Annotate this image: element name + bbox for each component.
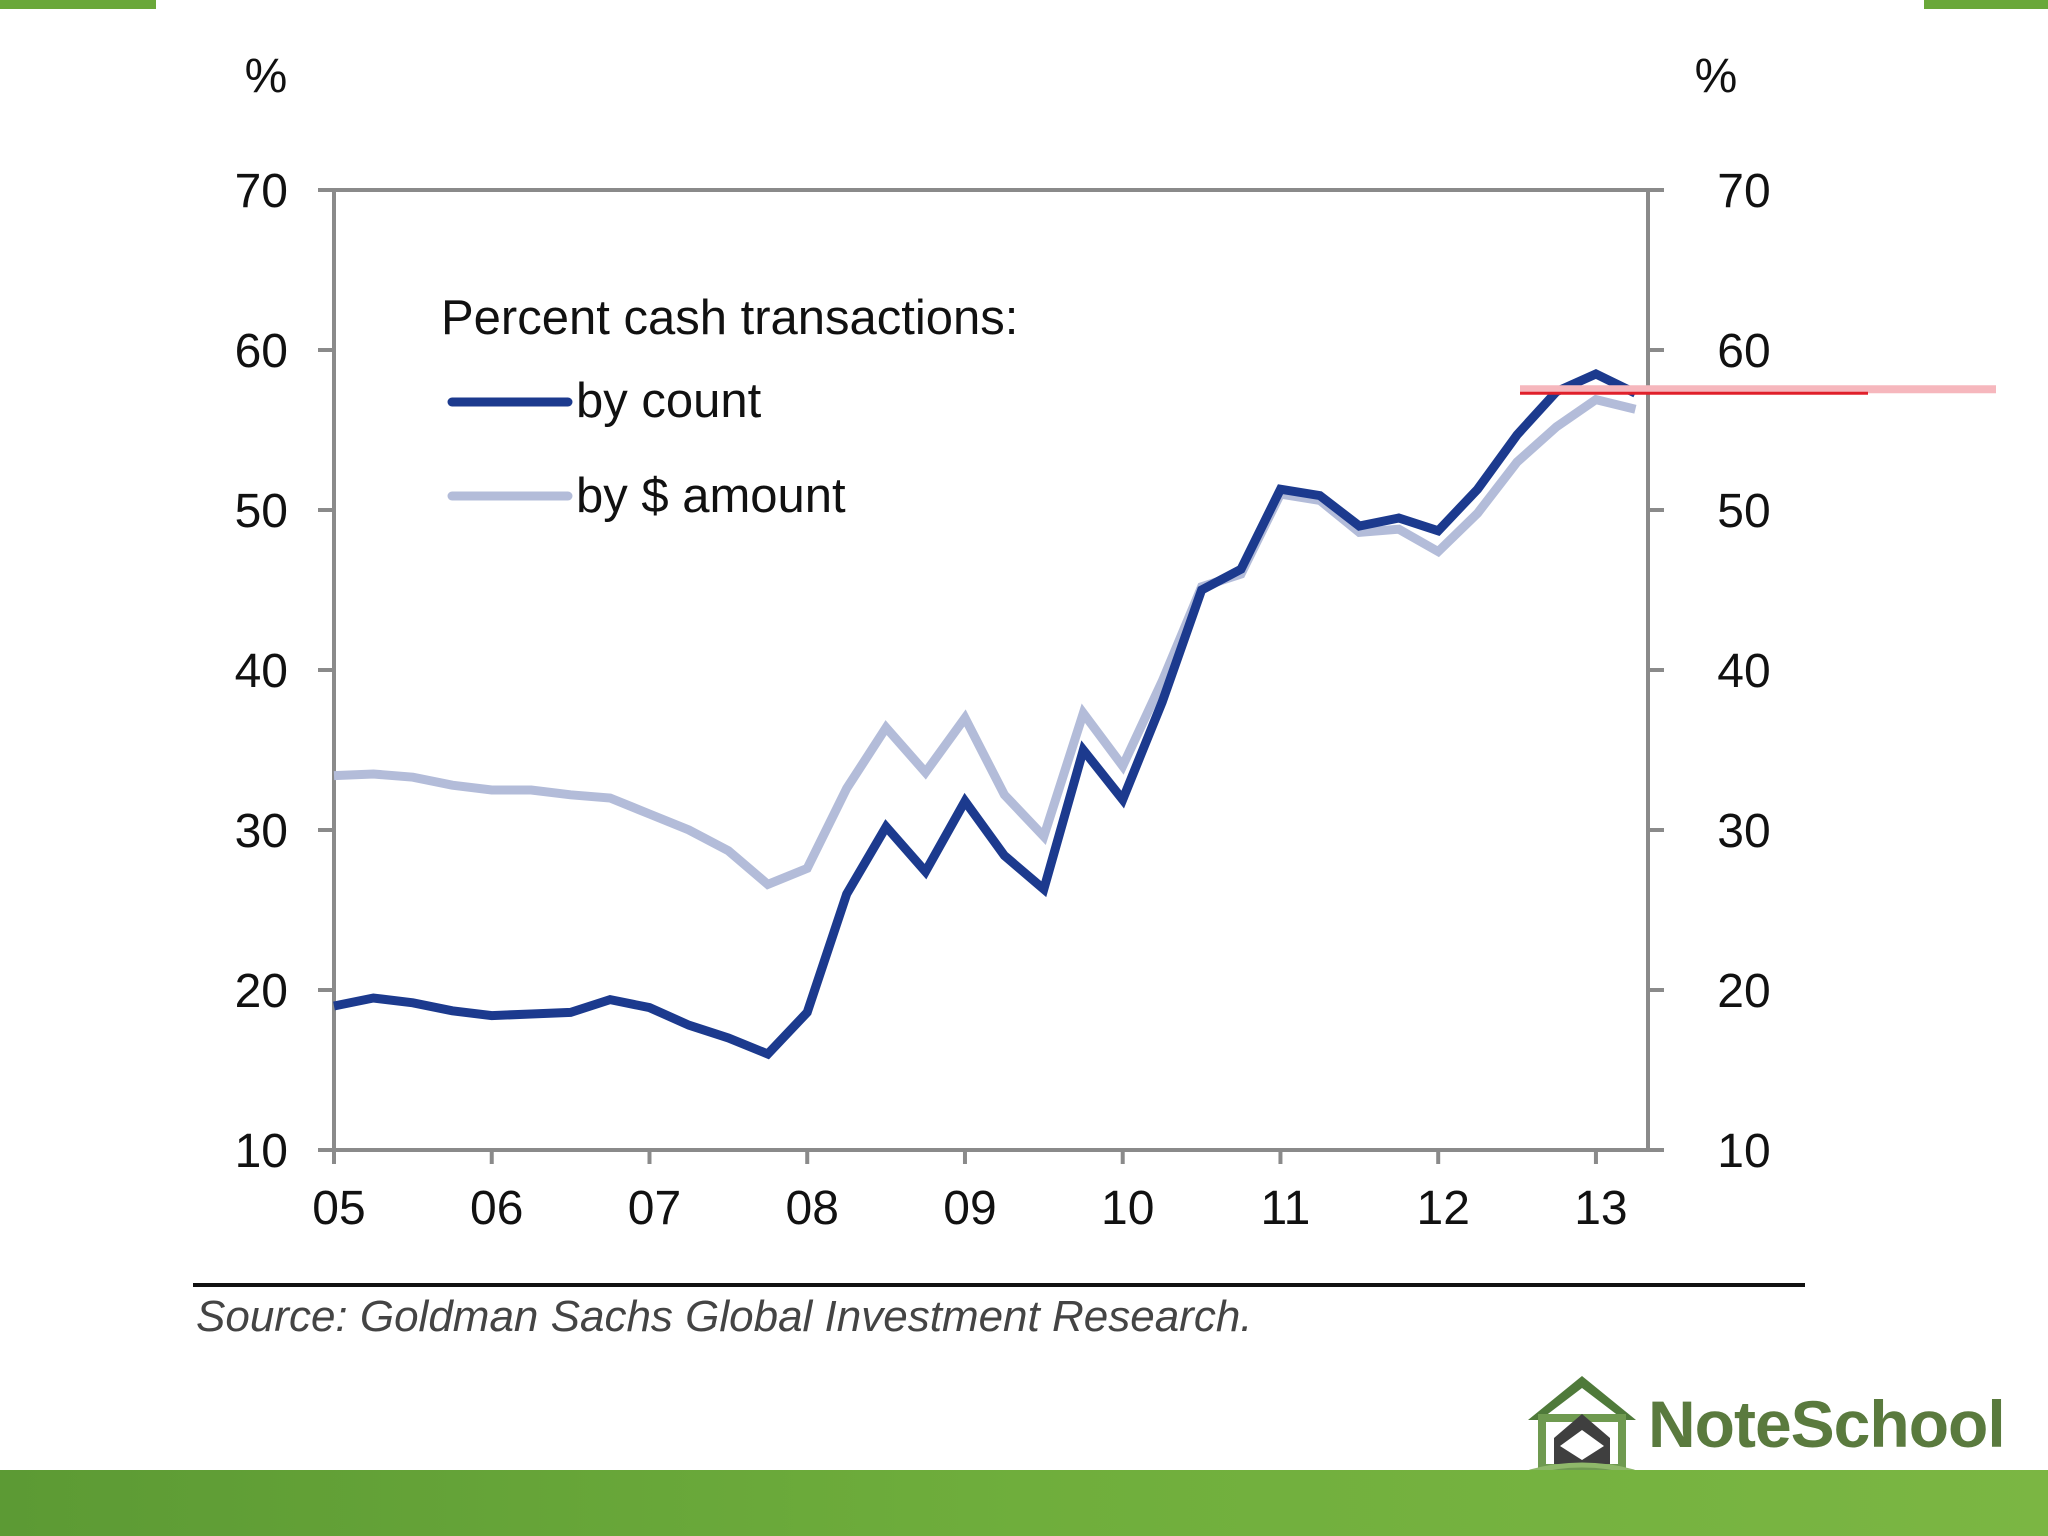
right-tick-label-70: 70	[1717, 165, 1770, 218]
left-tick-label-10: 10	[235, 1125, 288, 1178]
legend-label-by-amount: by $ amount	[576, 469, 846, 523]
series-group	[333, 369, 1638, 1060]
source-note: Source: Goldman Sachs Global Investment …	[196, 1292, 1253, 1341]
cash-transactions-chart: % % 70 60 50 40 30 20 10 70 60 50 40 30 20 10 05 06 07…	[235, 50, 1996, 1235]
left-axis-unit: %	[245, 50, 288, 103]
logo-wordmark: NoteSchool	[1648, 1387, 2006, 1461]
series-line-by-count	[333, 369, 1638, 1060]
x-tick-label-10: 10	[1101, 1182, 1154, 1235]
source-divider	[193, 1283, 1805, 1287]
right-axis-unit: %	[1695, 50, 1738, 103]
corner-accent-right	[1924, 0, 2048, 9]
legend-label-by-count: by count	[576, 374, 762, 428]
x-tick-label-08: 08	[786, 1182, 839, 1235]
right-axis-ticks: 70 60 50 40 30 20 10	[1648, 165, 1771, 1178]
x-tick-label-09: 09	[943, 1182, 996, 1235]
left-tick-label-20: 20	[235, 965, 288, 1018]
right-tick-label-20: 20	[1717, 965, 1770, 1018]
left-axis-ticks: 70 60 50 40 30 20 10	[235, 165, 334, 1178]
legend: Percent cash transactions: by count by $…	[441, 291, 1018, 523]
house-logo-icon	[1528, 1376, 1636, 1475]
bottom-green-bar	[0, 1470, 2048, 1536]
left-tick-label-40: 40	[235, 645, 288, 698]
legend-title: Percent cash transactions:	[441, 291, 1018, 345]
x-tick-label-13: 13	[1574, 1182, 1627, 1235]
right-tick-label-10: 10	[1717, 1125, 1770, 1178]
x-tick-label-12: 12	[1417, 1182, 1470, 1235]
noteschool-logo: NoteSchool	[1520, 1368, 2010, 1480]
left-tick-label-60: 60	[235, 325, 288, 378]
x-axis-ticks: 05 06 07 08 09 10 11 12 13	[312, 1150, 1628, 1235]
right-tick-label-30: 30	[1717, 805, 1770, 858]
left-tick-label-30: 30	[235, 805, 288, 858]
plot-frame	[332, 188, 1650, 1152]
right-tick-label-40: 40	[1717, 645, 1770, 698]
x-tick-label-05: 05	[312, 1182, 365, 1235]
corner-accent-left	[0, 0, 156, 9]
x-tick-label-06: 06	[470, 1182, 523, 1235]
right-tick-label-50: 50	[1717, 485, 1770, 538]
right-tick-label-60: 60	[1717, 325, 1770, 378]
left-tick-label-70: 70	[235, 165, 288, 218]
x-tick-label-11: 11	[1261, 1182, 1311, 1235]
left-tick-label-50: 50	[235, 485, 288, 538]
series-line-by-amount	[333, 394, 1637, 890]
x-tick-label-07: 07	[628, 1182, 681, 1235]
